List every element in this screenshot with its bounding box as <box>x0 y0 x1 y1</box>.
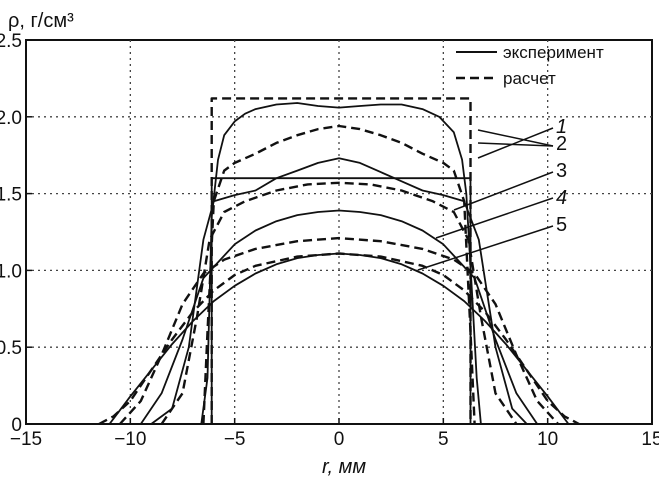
curve-label-2: 2 <box>556 133 567 155</box>
y-tick-label: 1.0 <box>0 261 22 282</box>
leader-line <box>435 197 554 239</box>
legend-label-calc: расчет <box>503 69 556 88</box>
series-line-7-solid <box>140 209 538 425</box>
y-tick-label: 2.5 <box>0 31 22 52</box>
curve-label-3: 3 <box>556 160 567 182</box>
series-line-10-dashed <box>98 252 580 426</box>
x-tick-label: −10 <box>114 429 146 450</box>
x-tick-label: 0 <box>334 429 345 450</box>
legend-label-experiment: эксперимент <box>503 43 604 62</box>
leader-line <box>453 171 554 211</box>
leader-line <box>477 129 554 147</box>
y-tick-label: 2.0 <box>0 108 22 129</box>
leader-line <box>417 225 554 271</box>
x-tick-label: −5 <box>224 429 246 450</box>
series-line-5-solid <box>150 157 528 425</box>
x-tick-label: −15 <box>10 429 42 450</box>
curve-label-4: 4 <box>556 187 567 209</box>
x-tick-label: 10 <box>537 429 558 450</box>
grid <box>25 39 653 425</box>
leader-line <box>477 142 554 147</box>
curve-annotations: 1 2 3 4 5 <box>417 116 567 271</box>
series-line-8-dashed <box>119 236 559 425</box>
series-line-4-dashed <box>202 124 476 425</box>
x-tick-label: 5 <box>438 429 449 450</box>
y-tick-label: 1.5 <box>0 185 22 206</box>
series-group <box>98 97 580 426</box>
y-tick-label: 0 <box>11 415 22 436</box>
series-line-6-dashed <box>160 181 518 425</box>
curve-label-5: 5 <box>556 214 567 236</box>
y-tick-label: 0.5 <box>0 338 22 359</box>
curve-label-1: 1 <box>556 116 567 138</box>
y-axis-label: ρ, г/см³ <box>8 10 74 32</box>
x-axis-label: r, мм <box>322 456 366 478</box>
x-tick-label: 15 <box>641 429 659 450</box>
series-line-2-solid <box>210 177 472 424</box>
series-line-3-solid <box>200 102 482 425</box>
leader-line <box>477 127 554 159</box>
legend: эксперимент расчет <box>456 43 604 88</box>
